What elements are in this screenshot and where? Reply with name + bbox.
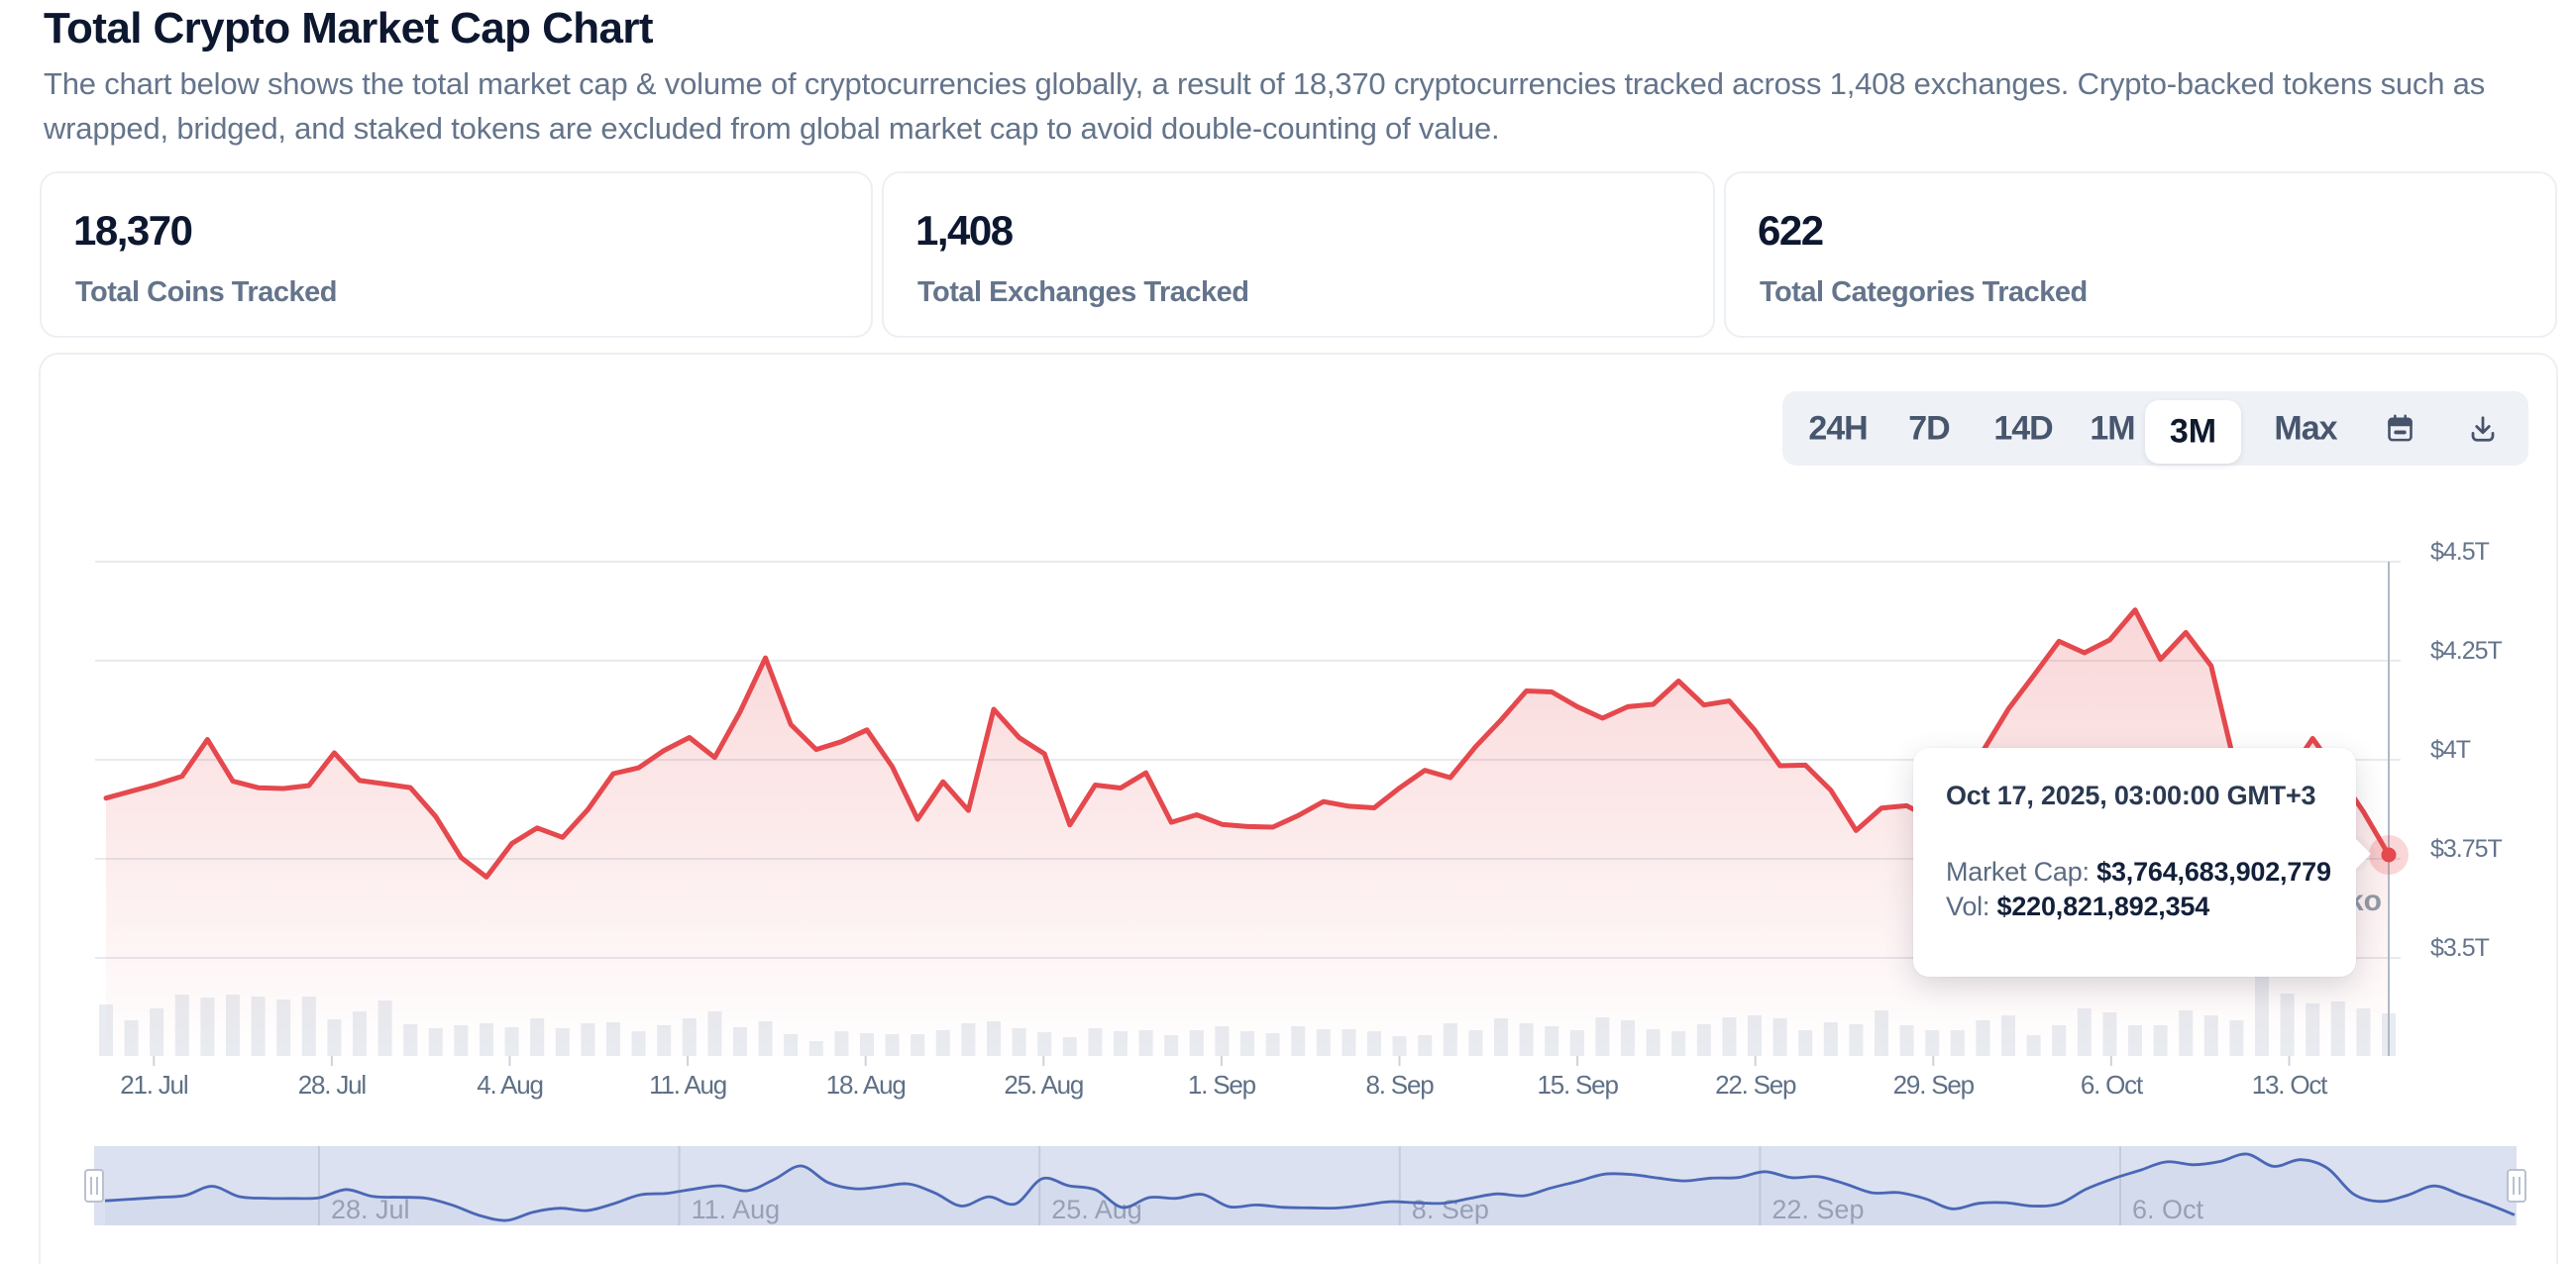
svg-text:6. Oct: 6. Oct: [2081, 1070, 2144, 1100]
svg-text:8. Sep: 8. Sep: [1412, 1195, 1489, 1224]
svg-text:1. Sep: 1. Sep: [1188, 1070, 1256, 1100]
svg-text:$3.5T: $3.5T: [2430, 934, 2490, 962]
svg-text:21. Jul: 21. Jul: [120, 1070, 188, 1100]
svg-text:25. Aug: 25. Aug: [1004, 1070, 1083, 1100]
svg-text:$3.75T: $3.75T: [2430, 835, 2503, 863]
svg-text:22. Sep: 22. Sep: [1715, 1070, 1796, 1100]
svg-text:4. Aug: 4. Aug: [477, 1070, 543, 1100]
svg-text:11. Aug: 11. Aug: [692, 1195, 781, 1224]
svg-text:$4.5T: $4.5T: [2430, 538, 2490, 566]
svg-text:15. Sep: 15. Sep: [1537, 1070, 1618, 1100]
svg-text:6. Oct: 6. Oct: [2132, 1195, 2204, 1224]
svg-text:11. Aug: 11. Aug: [649, 1070, 726, 1100]
svg-text:13. Oct: 13. Oct: [2252, 1070, 2328, 1100]
svg-text:29. Sep: 29. Sep: [1893, 1070, 1975, 1100]
svg-text:18. Aug: 18. Aug: [826, 1070, 906, 1100]
svg-text:28. Jul: 28. Jul: [331, 1195, 410, 1224]
svg-text:8. Sep: 8. Sep: [1366, 1070, 1435, 1100]
svg-text:25. Aug: 25. Aug: [1051, 1195, 1142, 1224]
svg-text:$4T: $4T: [2430, 736, 2471, 764]
svg-text:28. Jul: 28. Jul: [298, 1070, 367, 1100]
svg-text:$4.25T: $4.25T: [2430, 637, 2503, 665]
svg-text:22. Sep: 22. Sep: [1771, 1195, 1864, 1224]
